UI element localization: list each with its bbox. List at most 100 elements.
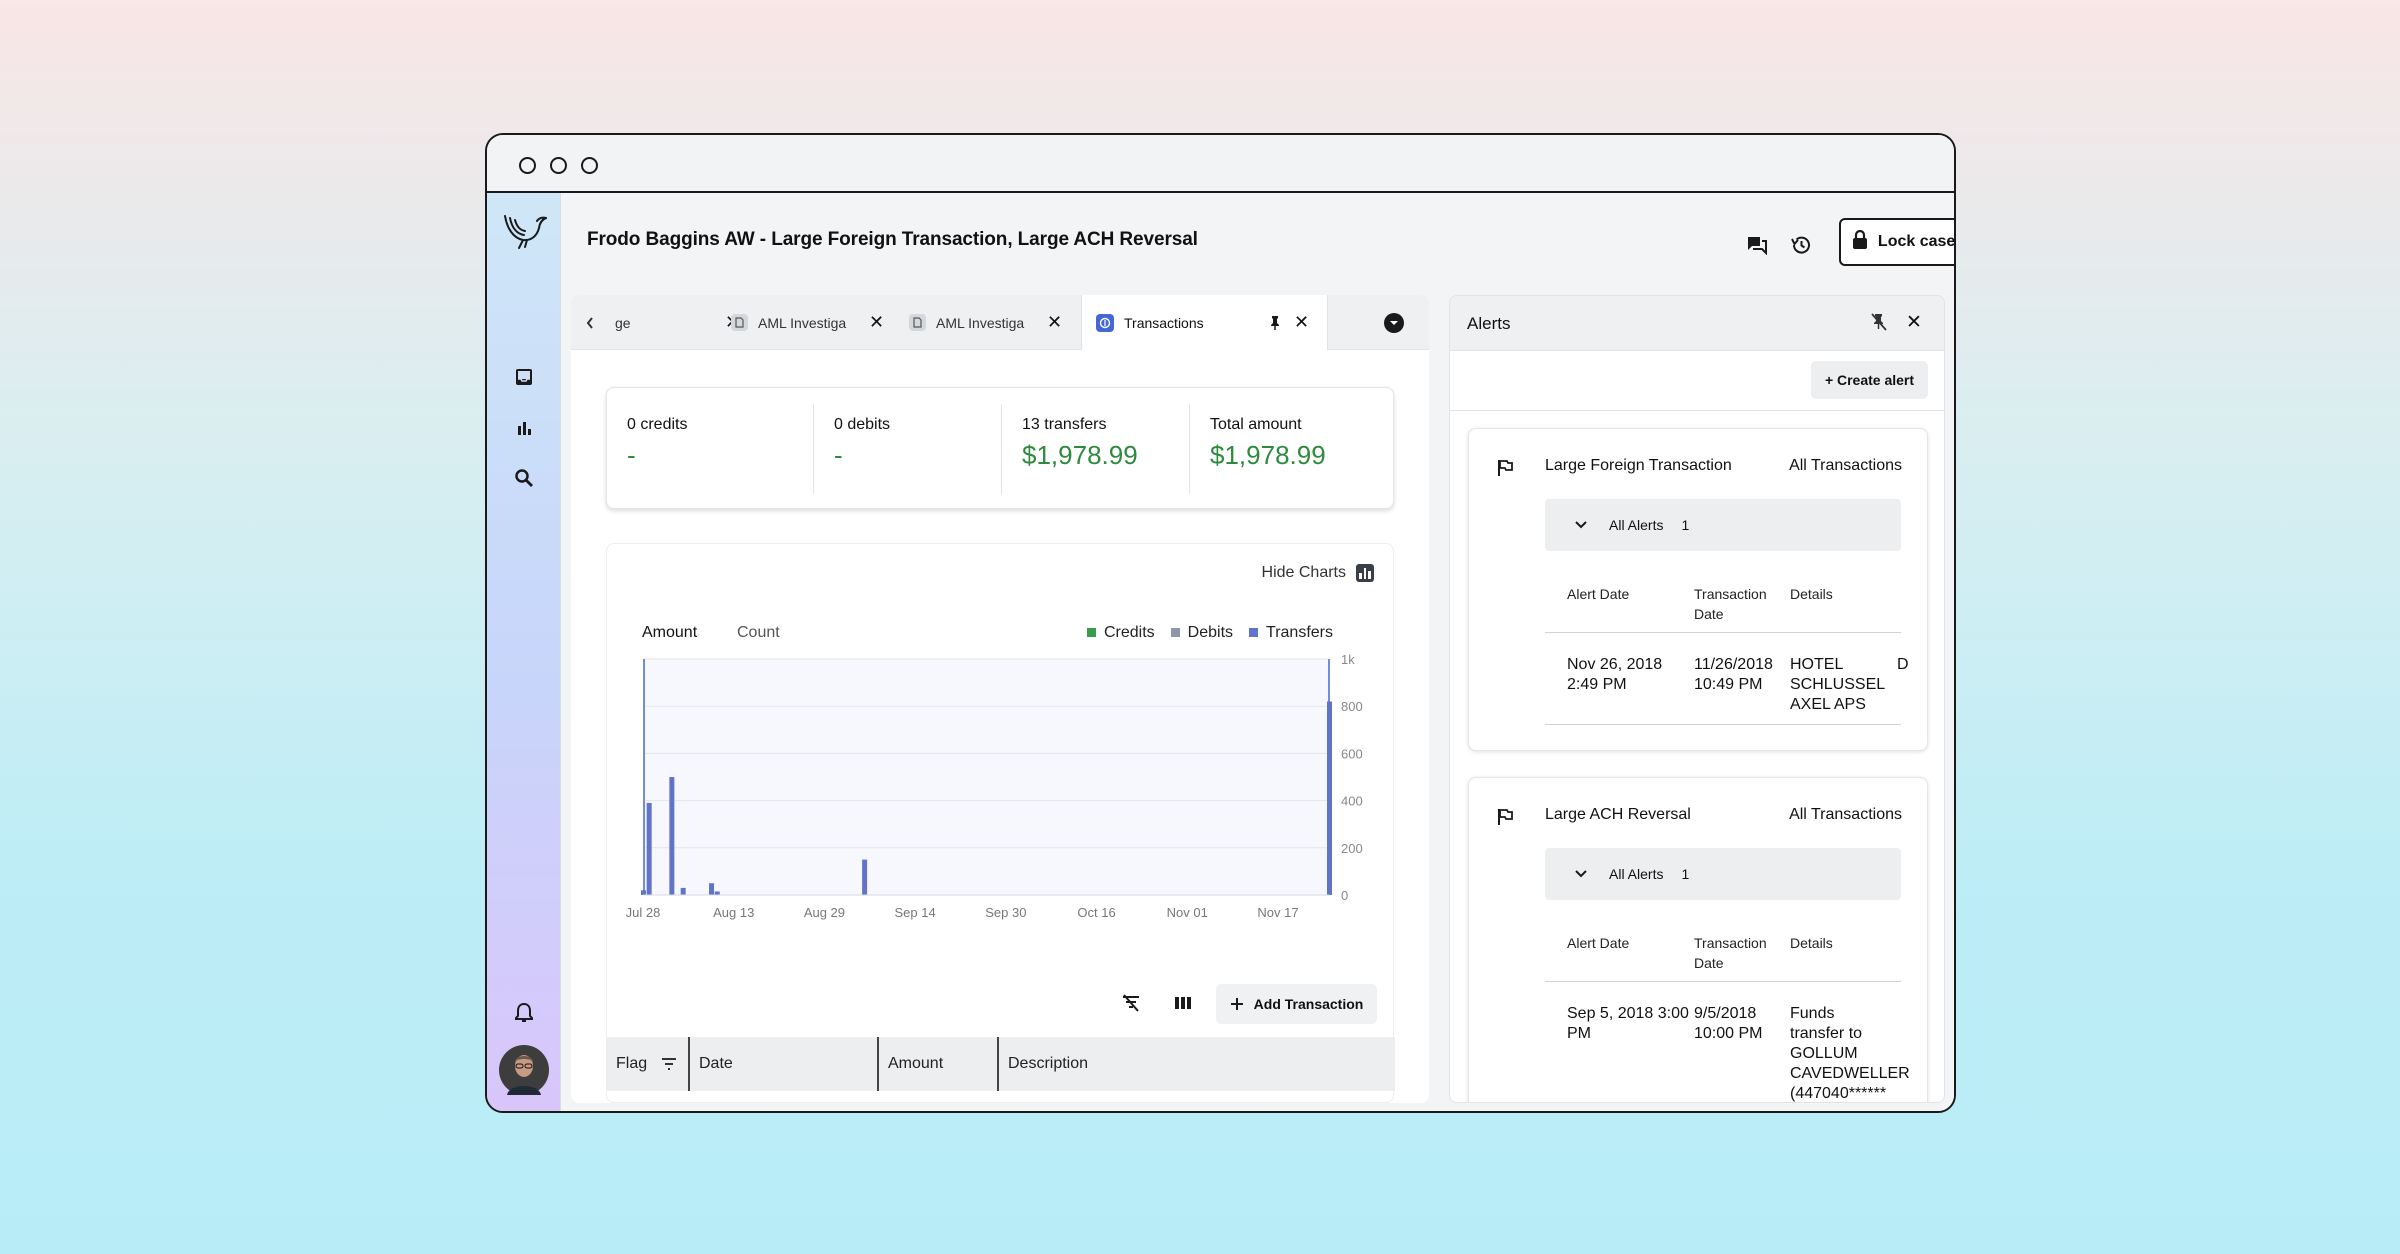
- filter-clear-button[interactable]: [1114, 986, 1148, 1020]
- all-alerts-accordion[interactable]: All Alerts 1: [1545, 499, 1901, 551]
- window-minimize-button[interactable]: [550, 157, 567, 174]
- x-tick-label: Sep 14: [895, 905, 936, 920]
- add-transaction-button[interactable]: Add Transaction: [1216, 984, 1377, 1024]
- alert-card: Large Foreign Transaction All Transactio…: [1468, 428, 1928, 751]
- x-tick-label: Nov 17: [1257, 905, 1298, 920]
- all-transactions-link[interactable]: All Transactions: [1789, 457, 1902, 474]
- legend-transfers[interactable]: Transfers: [1249, 624, 1333, 642]
- bird-logo-icon[interactable]: [487, 207, 561, 251]
- legend-credits[interactable]: Credits: [1086, 624, 1155, 642]
- x-tick-label: Nov 01: [1167, 905, 1208, 920]
- bar-transfers: [862, 859, 868, 895]
- chevron-down-icon: [1575, 870, 1587, 878]
- search-icon[interactable]: [487, 463, 561, 493]
- x-tick-label: Jul 28: [626, 905, 661, 920]
- y-tick-label: 400: [1341, 794, 1363, 809]
- window-maximize-button[interactable]: [581, 157, 598, 174]
- column-amount[interactable]: Amount: [877, 1037, 997, 1091]
- add-transaction-label: Add Transaction: [1253, 996, 1364, 1012]
- summary-label: 13 transfers: [1022, 416, 1107, 433]
- summary-credits: 0 credits -: [607, 404, 813, 494]
- lock-case-label: Lock case info: [1877, 233, 1956, 250]
- transactions-panel: ge ✕ AML Investiga ✕ AML Investiga ✕: [571, 295, 1429, 1103]
- comments-icon[interactable]: [1743, 231, 1771, 259]
- filter-off-icon: [1123, 994, 1139, 1012]
- tab-label: AML Investiga: [758, 314, 847, 331]
- divider: [1545, 724, 1901, 725]
- col-transaction-date: Transaction Date: [1694, 586, 1767, 622]
- close-icon[interactable]: ✕: [1294, 312, 1310, 332]
- bar-transfers: [709, 883, 715, 895]
- bar-transfers: [1327, 701, 1332, 895]
- filter-icon[interactable]: [661, 1058, 677, 1070]
- divider: [1545, 632, 1901, 633]
- create-alert-button[interactable]: + Create alert: [1811, 361, 1928, 399]
- document-icon: [909, 314, 926, 331]
- col-alert-date: Alert Date: [1567, 935, 1630, 951]
- table-header: Flag Date Amount Description: [607, 1037, 1395, 1091]
- segment-amount[interactable]: Amount: [642, 624, 698, 641]
- bell-icon[interactable]: [487, 998, 561, 1028]
- bar-chart-icon[interactable]: [487, 413, 561, 443]
- column-flag[interactable]: Flag: [607, 1037, 688, 1091]
- divider: [1545, 981, 1901, 982]
- alert-date: Sep 5, 2018 3:00 PM: [1567, 1005, 1689, 1042]
- flag-icon: [1497, 459, 1513, 482]
- alert-card: Large ACH Reversal All Transactions All …: [1468, 777, 1928, 1102]
- bar-transfers: [646, 802, 652, 895]
- columns-button[interactable]: [1166, 986, 1200, 1020]
- alert-title: Large Foreign Transaction: [1545, 457, 1732, 474]
- lock-case-button[interactable]: Lock case info: [1839, 218, 1956, 266]
- alert-count: 1: [1681, 866, 1690, 882]
- all-alerts-accordion[interactable]: All Alerts 1: [1545, 848, 1901, 900]
- columns-icon: [1175, 997, 1191, 1009]
- hide-charts-button[interactable]: Hide Charts: [1262, 564, 1374, 582]
- tab-transactions[interactable]: Transactions ✕: [1081, 295, 1328, 350]
- alert-details: Funds transfer to GOLLUM CAVEDWELLER (44…: [1790, 1005, 1910, 1102]
- plus-icon: [1230, 998, 1243, 1010]
- tabs-scroll-left-button[interactable]: [585, 295, 615, 350]
- inbox-icon[interactable]: [487, 362, 561, 392]
- column-description[interactable]: Description: [997, 1037, 1395, 1091]
- avatar[interactable]: [487, 1044, 561, 1096]
- document-icon: [731, 314, 748, 331]
- segment-count[interactable]: Count: [737, 624, 780, 641]
- x-tick-label: Aug 29: [804, 905, 845, 920]
- flag-icon: [1497, 808, 1513, 831]
- col-details: Details: [1790, 586, 1833, 602]
- window-close-button[interactable]: [519, 157, 536, 174]
- tabs-overflow-button[interactable]: [1384, 313, 1404, 333]
- chevron-left-icon: [586, 316, 593, 329]
- close-icon[interactable]: ✕: [1906, 312, 1922, 333]
- unpin-icon[interactable]: [1871, 313, 1887, 336]
- alert-count: 1: [1681, 517, 1690, 533]
- alert-date: Nov 26, 2018 2:49 PM: [1567, 656, 1663, 693]
- legend-debits[interactable]: Debits: [1170, 624, 1233, 642]
- summary-value: -: [627, 440, 636, 470]
- chart-icon: [1356, 564, 1374, 582]
- summary-label: 0 credits: [627, 416, 688, 433]
- y-tick-label: 1k: [1341, 652, 1355, 667]
- column-date[interactable]: Date: [688, 1037, 877, 1091]
- close-icon[interactable]: ✕: [1047, 312, 1063, 332]
- summary-value: $1,978.99: [1210, 440, 1326, 470]
- all-transactions-link[interactable]: All Transactions: [1789, 806, 1902, 823]
- summary-label: 0 debits: [834, 416, 891, 433]
- hide-charts-label: Hide Charts: [1261, 564, 1346, 581]
- sidebar: [487, 193, 561, 1111]
- transactions-chart: 0 200 400 600 800 1k Jul 28 Aug 13 Aug 29 Sep 14 S…: [626, 652, 1363, 920]
- y-tick-label: 200: [1341, 841, 1363, 856]
- transactions-icon: [1096, 313, 1114, 332]
- summary-transfers: 13 transfers $1,978.99: [1001, 404, 1189, 494]
- history-icon[interactable]: [1787, 231, 1815, 259]
- alerts-header: Alerts ✕: [1450, 296, 1944, 351]
- tab-aml-investigation-2[interactable]: AML Investiga ✕: [909, 295, 1087, 350]
- col-details: Details: [1790, 935, 1833, 951]
- tab-aml-investigation-1[interactable]: AML Investiga ✕: [731, 295, 909, 350]
- alert-details: HOTEL SCHLUSSEL AXEL APS: [1790, 656, 1886, 713]
- transaction-date: 9/5/2018 10:00 PM: [1694, 1005, 1763, 1042]
- chevron-down-icon: [1390, 321, 1398, 325]
- pin-icon[interactable]: [1269, 315, 1281, 334]
- close-icon[interactable]: ✕: [869, 312, 885, 332]
- bar-transfers: [714, 891, 720, 895]
